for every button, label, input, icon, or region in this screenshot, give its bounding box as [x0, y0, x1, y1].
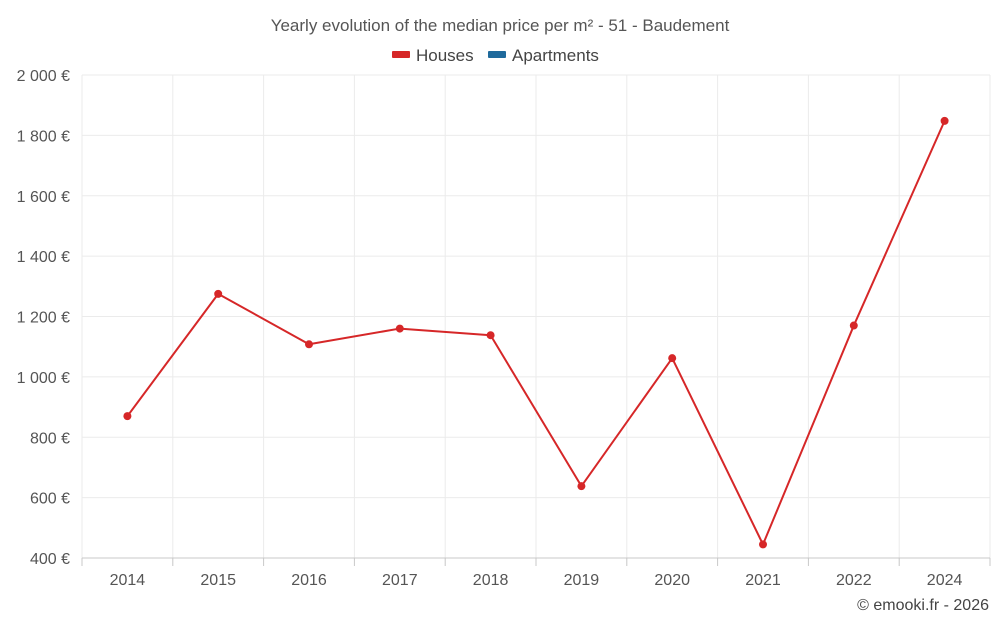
series-line-houses	[126, 119, 946, 546]
y-tick-label: 400 €	[30, 551, 70, 568]
legend-swatch-houses	[392, 51, 410, 58]
y-tick-label: 1 000 €	[17, 370, 70, 387]
x-tick-label: 2020	[654, 572, 690, 589]
data-point-houses[interactable]	[849, 321, 858, 330]
x-tick-label: 2021	[745, 572, 781, 589]
series-layer	[123, 116, 949, 549]
y-tick-label: 600 €	[30, 491, 70, 508]
y-tick-label: 1 600 €	[17, 189, 70, 206]
x-tick-label: 2022	[836, 572, 872, 589]
legend-swatch-apartments	[488, 51, 506, 58]
x-axis: 2014 2015 2016 2017 2018 2019 2020 2021 2022 2024	[81, 557, 991, 589]
x-tick-label: 2015	[200, 572, 236, 589]
data-point-houses[interactable]	[305, 340, 313, 349]
y-axis: 400 € 600 € 800 € 1 000 € 1 200 € 1 400 € 1 60…	[17, 68, 70, 568]
data-point-houses[interactable]	[123, 412, 132, 421]
x-tick-label: 2024	[927, 572, 963, 589]
legend: Houses Apartments	[392, 46, 599, 65]
x-tick-label: 2018	[473, 572, 509, 589]
x-tick-label: 2016	[291, 572, 327, 589]
data-point-houses[interactable]	[395, 324, 404, 333]
data-point-houses[interactable]	[668, 354, 677, 363]
data-point-houses[interactable]	[214, 289, 223, 298]
data-point-houses[interactable]	[486, 331, 495, 340]
data-point-houses[interactable]	[577, 482, 586, 491]
legend-item-apartments[interactable]: Apartments	[488, 46, 599, 65]
y-tick-label: 1 200 €	[17, 310, 70, 327]
chart-title: Yearly evolution of the median price per…	[271, 16, 730, 35]
y-tick-label: 1 400 €	[17, 249, 70, 266]
data-point-houses[interactable]	[759, 540, 767, 549]
x-tick-label: 2017	[382, 572, 418, 589]
credit-text: © emooki.fr - 2026	[857, 597, 989, 614]
y-tick-label: 2 000 €	[17, 68, 70, 85]
grid	[81, 74, 991, 558]
x-tick-label: 2019	[564, 572, 600, 589]
legend-item-houses[interactable]: Houses	[392, 46, 474, 65]
y-tick-label: 1 800 €	[17, 128, 70, 145]
x-tick-label: 2014	[110, 572, 146, 589]
y-tick-label: 800 €	[30, 430, 70, 447]
legend-label-houses: Houses	[416, 46, 474, 65]
data-point-houses[interactable]	[940, 116, 949, 125]
legend-label-apartments: Apartments	[512, 46, 599, 65]
